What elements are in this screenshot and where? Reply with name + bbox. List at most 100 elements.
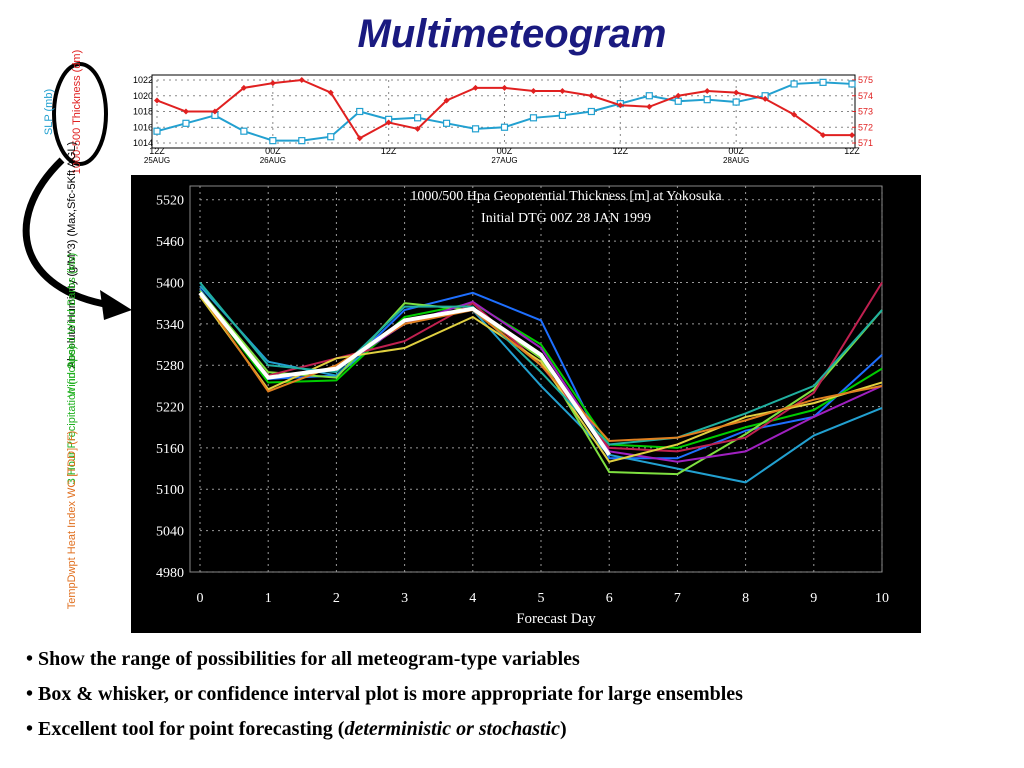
marker (356, 135, 363, 142)
marker (327, 89, 334, 96)
arrow (22, 157, 111, 309)
bullet-text: • Show the range of possibilities for al… (26, 648, 580, 670)
marker (269, 137, 277, 145)
y-tick-label: 5100 (156, 483, 184, 498)
y-tick-label: 5400 (156, 276, 184, 291)
marker (471, 125, 480, 133)
highlight-circle (52, 62, 108, 166)
side-label: 3 Hour Precipitation (inches) (66, 346, 78, 485)
x-tick-label: 00Z (265, 146, 281, 156)
marker (240, 84, 247, 91)
bullet: • Excellent tool for point forecasting (… (26, 718, 743, 741)
y-tick-label: 1016 (133, 122, 153, 132)
marker (849, 132, 855, 139)
y-tick-label: 5160 (156, 442, 184, 457)
x-tick-label: 2 (333, 591, 340, 606)
marker (819, 78, 827, 86)
marker (732, 98, 740, 106)
y-tick-label: 5040 (156, 525, 184, 540)
y2-tick-label: 574 (858, 91, 873, 101)
y2-tick-label: 571 (858, 138, 873, 148)
y-tick-label: 5280 (156, 359, 184, 374)
x-tick-label: 9 (810, 591, 817, 606)
x-date-label: 26AUG (260, 156, 286, 165)
marker (703, 96, 711, 104)
series-line (198, 291, 611, 456)
x-tick-label: 1 (265, 591, 272, 606)
side-label: Wind Speed Wind Barbs (kts) (66, 253, 78, 397)
marker (182, 108, 189, 115)
slide-title: Multimeteogram (357, 12, 667, 56)
marker (501, 84, 508, 91)
marker (153, 127, 161, 135)
marker (298, 137, 306, 145)
x-tick-label: 12Z (381, 146, 397, 156)
series-line (199, 295, 883, 463)
bullet: • Box & whisker, or confidence interval … (26, 683, 743, 706)
x-tick-label: 6 (606, 591, 613, 606)
marker (327, 133, 335, 141)
bullet-text: ) (560, 718, 567, 740)
bullet-text: • Box & whisker, or confidence interval … (26, 683, 743, 705)
marker (820, 132, 827, 139)
x-tick-label: 10 (875, 591, 889, 606)
marker (704, 88, 711, 95)
marker (588, 92, 595, 99)
marker (791, 111, 798, 118)
arrow-head (100, 290, 132, 320)
y-tick-label: 5340 (156, 318, 184, 333)
y2-tick-label: 572 (858, 122, 873, 132)
x-axis-label: Forecast Day (516, 611, 596, 627)
x-tick-label: 0 (197, 591, 204, 606)
x-tick-label: 7 (674, 591, 681, 606)
marker (154, 97, 160, 104)
marker (674, 97, 682, 105)
x-tick-label: 12Z (149, 146, 165, 156)
bullet-list: • Show the range of possibilities for al… (26, 648, 743, 753)
bullet-text: • Excellent tool for point forecasting ( (26, 718, 345, 740)
series-line (199, 292, 883, 443)
marker (645, 92, 653, 100)
marker (385, 119, 392, 126)
side-label: SLP (mb) (43, 89, 55, 135)
marker (587, 107, 595, 116)
x-tick-label: 12Z (613, 146, 629, 156)
charts: SLP (mb) 1000-500 Thickness (dm)Absolute … (22, 50, 921, 633)
x-tick-label: 8 (742, 591, 749, 606)
y-tick-label: 5460 (156, 235, 184, 250)
marker (675, 92, 682, 99)
marker (529, 114, 538, 122)
y2-tick-label: 575 (858, 75, 873, 85)
chart-background (131, 175, 921, 633)
y2-tick-label: 573 (858, 107, 873, 117)
x-tick-label: 4 (469, 591, 476, 606)
chart-subtitle: Initial DTG 00Z 28 JAN 1999 (481, 211, 651, 226)
x-tick-label: 00Z (728, 146, 744, 156)
marker (530, 88, 537, 95)
x-date-label: 27AUG (491, 156, 517, 165)
chart-title: 1000/500 Hpa Geopotential Thickness [m] … (410, 189, 722, 204)
bullet-text: deterministic or stochastic (344, 718, 560, 740)
marker (558, 111, 567, 120)
marker (443, 97, 450, 104)
y-tick-label: 1014 (133, 138, 153, 148)
marker (762, 95, 769, 102)
y-tick-label: 1018 (133, 107, 153, 117)
marker (500, 123, 509, 131)
side-label: Absolute Humidity (g/M^3) (Max,Sfc-5Kft … (66, 142, 78, 368)
marker (559, 88, 566, 95)
marker (240, 127, 248, 135)
y-tick-label: 5520 (156, 194, 184, 209)
marker (442, 119, 451, 127)
y-tick-label: 5220 (156, 400, 184, 415)
marker (269, 80, 276, 87)
marker (414, 125, 421, 132)
marker (182, 119, 190, 127)
side-label: 1000-500 Thickness (dm) (71, 50, 83, 175)
bullet: • Show the range of possibilities for al… (26, 648, 743, 671)
x-date-label: 25AUG (144, 156, 170, 165)
marker (617, 102, 624, 109)
marker (646, 103, 653, 110)
marker (733, 89, 740, 96)
